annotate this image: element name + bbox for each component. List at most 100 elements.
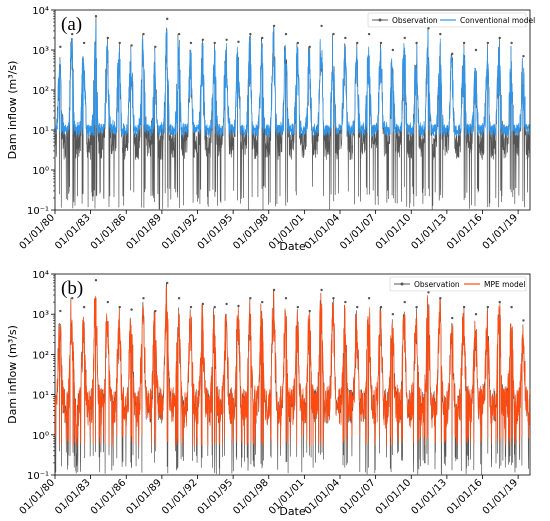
observation-peak-point (367, 297, 371, 300)
observation-peak-point (166, 17, 169, 21)
observation-peak-point (201, 302, 205, 306)
observation-peak-point (462, 41, 466, 45)
y-tick-label: 10⁰ (32, 166, 49, 177)
observation-peak-point (391, 313, 395, 316)
panel-label: (a) (61, 14, 82, 35)
x-tick-label: 01/01/92 (160, 477, 200, 517)
observation-peak-point (142, 297, 145, 300)
observation-peak-point (403, 36, 406, 40)
observation-peak-point (261, 300, 264, 304)
x-tick-label: 01/01/95 (196, 212, 236, 252)
x-tick-label: 01/01/80 (18, 477, 58, 517)
observation-peak-point (332, 297, 335, 300)
observation-peak-point (272, 288, 276, 292)
observation-peak-point (451, 52, 454, 56)
y-tick-label: 10³ (32, 310, 49, 321)
observation-peak-point (249, 297, 252, 300)
observation-peak-point (189, 41, 193, 45)
legend-observation-marker (378, 18, 382, 22)
observation-peak-point (439, 297, 442, 300)
observation-peak-point (498, 36, 501, 40)
y-tick-label: 10¹ (32, 391, 49, 402)
y-tick-label: 10⁴ (32, 6, 49, 17)
x-tick-label: 01/01/19 (481, 477, 521, 517)
observation-peak-point (94, 279, 98, 282)
x-tick-label: 01/01/16 (445, 477, 485, 517)
y-tick-label: 10² (32, 86, 49, 97)
x-tick-label: 01/01/04 (303, 477, 343, 517)
y-tick-label: 10⁰ (32, 431, 49, 442)
plot-area (54, 273, 531, 476)
observation-peak-point (106, 36, 110, 40)
observation-peak-point (522, 54, 525, 58)
observation-peak-point (510, 41, 513, 45)
x-tick-label: 01/01/92 (160, 212, 200, 252)
legend-model-label: MPE model (484, 280, 525, 289)
observation-peak-point (451, 316, 454, 320)
observation-peak-point (296, 41, 300, 45)
x-tick-label: 01/01/98 (231, 477, 271, 517)
observation-peak-point (296, 305, 300, 309)
observation-peak-point (403, 300, 406, 304)
observation-peak-point (154, 309, 157, 313)
observation-peak-point (177, 32, 181, 36)
legend-box (389, 276, 527, 292)
observation-peak-point (130, 308, 133, 311)
x-tick-label: 01/01/83 (53, 477, 93, 517)
observation-peak-point (474, 313, 478, 316)
chart-panel-b: 10⁻¹10⁰10¹10²10³10⁴01/01/8001/01/8301/01… (6, 270, 531, 518)
panel-label: (b) (61, 278, 83, 299)
observation-peak-point (201, 38, 205, 41)
x-tick-label: 01/01/13 (409, 212, 449, 252)
observation-peak-point (284, 32, 288, 36)
observation-peak-point (391, 48, 395, 52)
x-tick-label: 01/01/19 (481, 212, 521, 252)
observation-peak-point (106, 300, 110, 304)
y-tick-label: 10¹ (32, 126, 49, 137)
observation-peak-point (59, 309, 62, 313)
observation-peak-point (189, 305, 193, 309)
x-tick-label: 01/01/98 (231, 212, 271, 252)
observation-peak-point (59, 45, 62, 49)
x-tick-label: 01/01/13 (409, 477, 449, 517)
observation-peak-point (379, 305, 383, 309)
observation-peak-point (213, 305, 216, 309)
y-tick-label: 10⁻¹ (27, 471, 49, 482)
observation-peak-point (237, 304, 240, 308)
y-tick-label: 10⁻¹ (27, 206, 49, 217)
observation-peak-point (427, 291, 430, 294)
x-tick-label: 01/01/07 (338, 477, 378, 517)
legend-observation-label: Observation (414, 280, 460, 289)
observation-peak-point (356, 41, 359, 45)
y-tick-label: 10² (32, 350, 49, 361)
series-model-line (54, 285, 531, 447)
observation-peak-point (320, 24, 323, 28)
observation-peak-point (261, 36, 264, 40)
x-tick-label: 01/01/07 (338, 212, 378, 252)
observation-peak-point (94, 14, 98, 18)
legend-model-label: Conventional model (460, 16, 535, 25)
observation-peak-point (308, 45, 311, 49)
observation-peak-point (510, 305, 513, 309)
chart-panel-a: 10⁻¹10⁰10¹10²10³10⁴01/01/8001/01/8301/01… (6, 6, 535, 253)
observation-peak-point (225, 38, 228, 41)
observation-peak-point (522, 319, 525, 322)
x-tick-label: 01/01/95 (196, 477, 236, 517)
observation-peak-point (82, 41, 86, 45)
plot-area (54, 9, 531, 211)
observation-peak-point (130, 44, 133, 47)
x-axis-label: Date (279, 505, 306, 518)
legend-observation-label: Observation (392, 16, 438, 25)
observation-peak-point (379, 41, 383, 45)
observation-peak-point (82, 305, 86, 309)
observation-peak-point (427, 27, 430, 30)
observation-peak-point (486, 305, 490, 309)
x-tick-label: 01/01/89 (124, 212, 164, 252)
observation-peak-point (213, 41, 216, 45)
observation-peak-point (439, 32, 442, 36)
observation-peak-point (177, 297, 181, 300)
observation-peak-point (284, 297, 288, 300)
observation-peak-point (154, 45, 157, 49)
observation-peak-point (474, 48, 478, 52)
